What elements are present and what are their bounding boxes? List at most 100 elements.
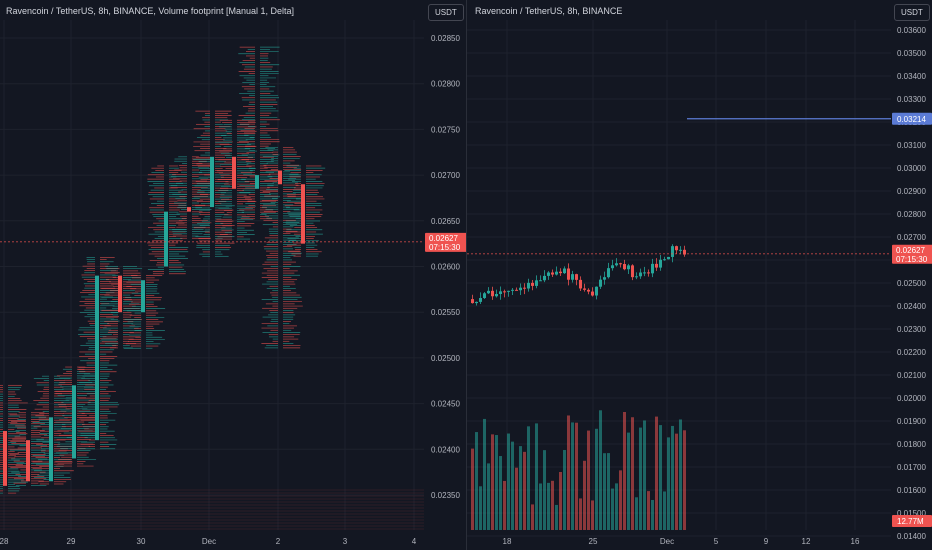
volume-bar	[623, 411, 626, 530]
y-tick-label: 0.03300	[897, 95, 926, 104]
x-tick-label: 5	[714, 537, 719, 546]
y-tick-label: 0.02450	[431, 400, 460, 409]
candle-body	[675, 246, 678, 251]
volume-bar	[555, 504, 558, 530]
candle-body	[603, 277, 606, 280]
price-label-box	[425, 232, 466, 252]
volume-bar	[567, 415, 570, 530]
candle-body	[543, 275, 546, 281]
volume-bar	[471, 448, 474, 530]
volume-bar	[527, 426, 530, 530]
price-label: 0.02627	[429, 234, 458, 243]
y-tick-label: 0.02400	[897, 302, 926, 311]
volume-bar	[667, 437, 670, 530]
volume-bar	[551, 480, 554, 530]
volume-bar	[647, 491, 650, 530]
candle-body	[187, 207, 191, 212]
candle-body	[631, 265, 634, 278]
currency-button[interactable]: USDT	[428, 4, 464, 21]
candle-body	[683, 249, 686, 255]
candle-body	[95, 275, 99, 441]
volume-bar	[491, 434, 494, 530]
line-label: 0.03214	[897, 115, 926, 124]
y-tick-label: 0.02400	[431, 445, 460, 454]
y-tick-label: 0.02750	[431, 125, 460, 134]
x-tick-label: 30	[137, 537, 146, 546]
candle-body	[523, 287, 526, 289]
volume-bar	[679, 419, 682, 530]
price-label-box	[892, 244, 932, 264]
volume-bar	[547, 482, 550, 530]
volume-bar	[531, 504, 534, 530]
volume-bar	[603, 453, 606, 530]
candle-body	[487, 290, 490, 294]
y-tick-label: 0.03400	[897, 72, 926, 81]
volume-bar	[479, 486, 482, 530]
y-tick-label: 0.01400	[897, 532, 926, 541]
chart-title: Ravencoin / TetherUS, 8h, BINANCE, Volum…	[6, 6, 294, 16]
volume-bar	[539, 483, 542, 530]
footprint-chart-pane[interactable]: 0.02850 0.02800 0.02750 0.02700 0.02650 0.026…	[0, 0, 466, 550]
volume-bar	[599, 410, 602, 530]
price-timer: 07:15:30	[429, 243, 461, 252]
candle-body	[563, 268, 566, 274]
candle-body	[551, 272, 554, 275]
candle-body	[255, 175, 259, 189]
candle-body	[301, 184, 305, 244]
line-label-box	[892, 112, 932, 125]
volume-bar	[487, 463, 490, 530]
candle-body	[583, 288, 586, 290]
volume-bar	[519, 446, 522, 530]
volume-bar	[587, 430, 590, 530]
candle-body	[471, 299, 474, 304]
candle-body	[571, 274, 574, 280]
candle-body	[519, 287, 522, 291]
candle-body	[531, 282, 534, 286]
footprint-chart-svg[interactable]: 0.02850 0.02800 0.02750 0.02700 0.02650 0.026…	[0, 0, 466, 550]
volume-bar	[671, 425, 674, 530]
candle-body	[141, 280, 145, 313]
candle-body	[535, 280, 538, 286]
volume-bar	[683, 430, 686, 530]
candle-body	[210, 156, 214, 208]
candle-body	[164, 211, 168, 267]
x-tick-label: 16	[851, 537, 860, 546]
candle-body	[591, 291, 594, 296]
candle-body	[615, 263, 618, 266]
volume-bar	[643, 420, 646, 530]
x-tick-label: Dec	[660, 537, 674, 546]
y-tick-label: 0.02700	[431, 171, 460, 180]
y-tick-label: 0.01600	[897, 486, 926, 495]
y-tick-label: 0.02700	[897, 233, 926, 242]
volume-bar	[651, 499, 654, 530]
candle-body	[599, 279, 602, 287]
volume-bar	[579, 498, 582, 530]
x-tick-label: 25	[589, 537, 598, 546]
candle-body	[651, 263, 654, 274]
x-tick-label: 9	[764, 537, 769, 546]
candle-body	[579, 279, 582, 289]
candle-body	[559, 271, 562, 274]
volume-bar	[559, 471, 562, 530]
candle-body	[499, 291, 502, 295]
volume-bar	[499, 456, 502, 530]
y-tick-label: 0.02800	[897, 210, 926, 219]
volume-bar	[495, 435, 498, 530]
volume-bar	[659, 425, 662, 530]
x-tick-label: 29	[67, 537, 76, 546]
candlestick-chart-svg[interactable]: 0.036000.035000.034000.033000.032000.031…	[467, 0, 932, 550]
candlestick-chart-pane[interactable]: 0.036000.035000.034000.033000.032000.031…	[466, 0, 932, 550]
candle-body	[495, 294, 498, 297]
candle-body	[623, 264, 626, 270]
candle-body	[667, 256, 670, 260]
candle-body	[627, 265, 630, 270]
y-tick-label: 0.03500	[897, 49, 926, 58]
volume-bar	[631, 417, 634, 530]
candle-body	[547, 272, 550, 276]
y-tick-label: 0.02600	[431, 263, 460, 272]
currency-button[interactable]: USDT	[894, 4, 930, 21]
y-tick-label: 0.02300	[897, 325, 926, 334]
x-tick-label: 4	[412, 537, 417, 546]
volume-bar	[563, 449, 566, 530]
volume-label-box	[892, 515, 932, 527]
